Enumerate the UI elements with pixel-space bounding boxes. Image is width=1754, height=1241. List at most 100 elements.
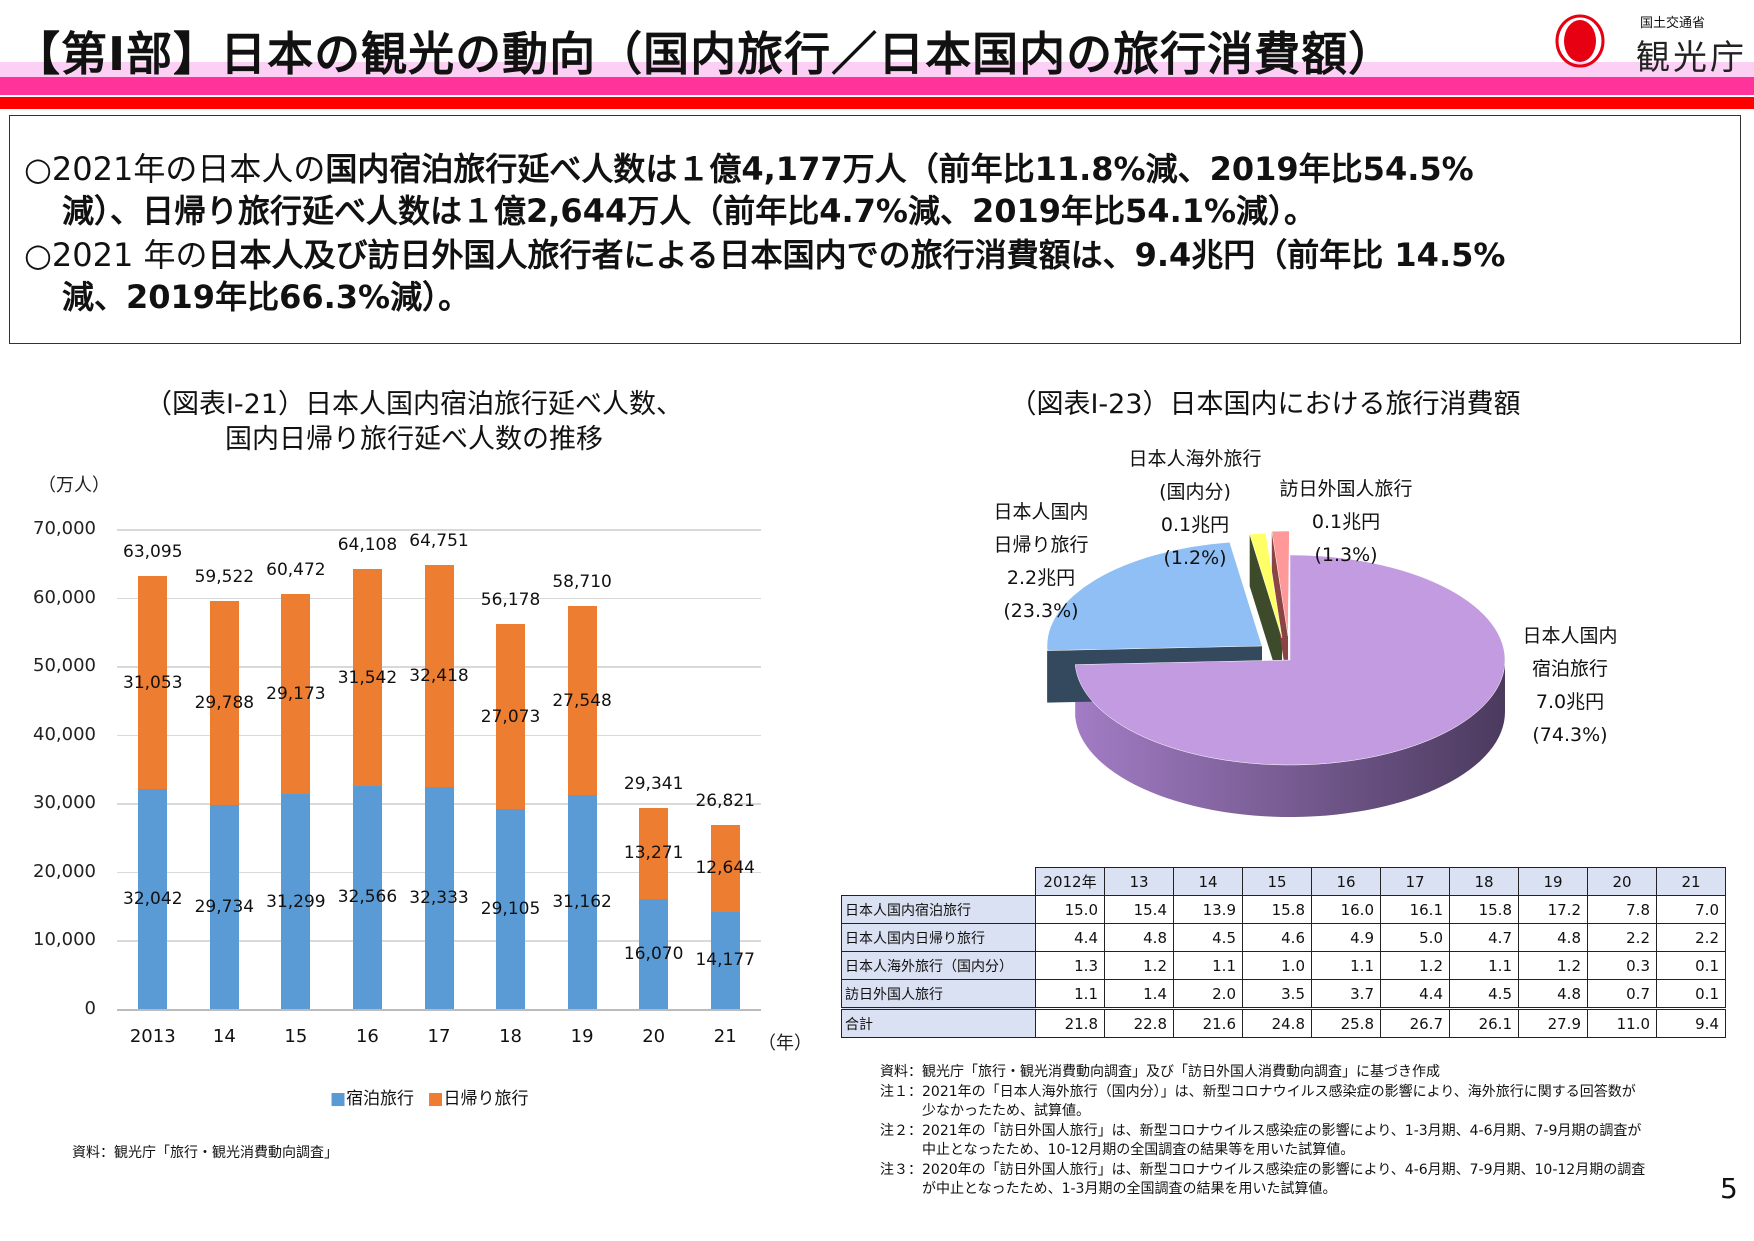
- table-cell: 15.4: [1104, 895, 1174, 924]
- overnight-label: 32,333: [409, 888, 469, 909]
- table-cell: 2.0: [1173, 979, 1243, 1009]
- table-cell: 4.7: [1449, 923, 1519, 952]
- bar-legend: ■宿泊旅行 ■日帰り旅行: [330, 1084, 529, 1109]
- y-tick-label: 30,000: [33, 792, 96, 814]
- x-tick-label: 19: [570, 1026, 594, 1047]
- legend-swatch-overnight: ■: [330, 1089, 347, 1109]
- table-cell: 4.8: [1518, 979, 1588, 1009]
- table-row: 合計 21.8 22.8 21.6 24.8 25.8 26.7 26.1 27.9 11.0 9.…: [841, 1007, 1726, 1038]
- consumption-table: 2012年 13 14 15 16 17 18 19 20 21 日本人国内宿泊旅行 15.0 15.4…: [841, 867, 1726, 1038]
- summary-text-bold: 日本人及び訪日外国人旅行者による日本国内での旅行消費額は、9.4兆円（前年比 1…: [207, 236, 1506, 274]
- header-band-pink: [0, 77, 1754, 95]
- bar-overnight: [209, 805, 239, 1009]
- summary-text: ○2021年の日本人の: [24, 150, 326, 188]
- pie-cut-face: [1271, 531, 1288, 688]
- table-cell: 4.8: [1518, 923, 1588, 952]
- summary-line-3: ○2021 年の日本人及び訪日外国人旅行者による日本国内での旅行消費額は、9.4…: [24, 230, 1505, 276]
- pie-label-line: 2.2兆円: [1006, 567, 1076, 589]
- daytrip-label: 27,548: [552, 690, 612, 711]
- table-header-cell: 13: [1104, 867, 1174, 896]
- table-row-label: 日本人国内日帰り旅行: [841, 923, 1036, 952]
- table-cell: 1.2: [1104, 951, 1174, 980]
- table-row: 日本人海外旅行（国内分） 1.3 1.2 1.1 1.0 1.1 1.2 1.1 1.2 0.3 0…: [841, 951, 1726, 980]
- pie-label-line: 日本人海外旅行: [1128, 448, 1262, 470]
- pie-label: 訪日外国人旅行 0.1兆円 (1.3%): [1279, 473, 1412, 572]
- table-header-cell: 14: [1173, 867, 1243, 896]
- table-header-cell: 19: [1518, 867, 1588, 896]
- overnight-label: 14,177: [695, 950, 755, 971]
- summary-text-bold: 国内宿泊旅行延べ人数は１億4,177万人（前年比11.8%減、2019年比54.…: [325, 150, 1474, 188]
- table-cell: 15.8: [1242, 895, 1312, 924]
- bar-daytrip: [209, 600, 239, 806]
- pie-label: 日本人海外旅行 (国内分) 0.1兆円 (1.2%): [1128, 443, 1261, 575]
- total-label: 29,341: [623, 773, 684, 794]
- table-cell: 5.0: [1380, 923, 1450, 952]
- table-cell: 15.0: [1035, 895, 1105, 924]
- table-cell: 3.5: [1242, 979, 1312, 1009]
- table-cell: 2.2: [1656, 923, 1726, 952]
- table-cell: 15.8: [1449, 895, 1519, 924]
- summary-line-1: ○2021年の日本人の国内宿泊旅行延べ人数は１億4,177万人（前年比11.8%…: [24, 144, 1474, 190]
- overnight-label: 31,162: [552, 892, 612, 913]
- bar-daytrip: [710, 825, 740, 912]
- daytrip-label: 29,173: [266, 684, 326, 705]
- table-cell: 25.8: [1311, 1007, 1381, 1038]
- bar-overnight: [496, 809, 526, 1009]
- pie-label-line: 0.1兆円: [1311, 511, 1381, 533]
- bar-overnight: [567, 795, 597, 1009]
- pie-label-line: 日帰り旅行: [993, 534, 1089, 556]
- bar-overnight: [352, 785, 382, 1009]
- total-label: 58,710: [552, 572, 612, 593]
- table-row: 訪日外国人旅行 1.1 1.4 2.0 3.5 3.7 4.4 4.5 4.8 0.7 0.1: [841, 979, 1726, 1009]
- x-tick-label: 18: [499, 1026, 522, 1047]
- total-label: 56,178: [480, 589, 541, 610]
- x-tick-label: 2013: [129, 1026, 176, 1047]
- table-cell: 1.1: [1173, 951, 1243, 980]
- table-cell: 7.0: [1656, 895, 1726, 924]
- table-cell: 0.1: [1656, 979, 1726, 1009]
- bar-overnight: [424, 787, 454, 1009]
- y-tick-label: 70,000: [33, 518, 96, 539]
- pie-side: [1075, 660, 1505, 818]
- table-corner: [841, 867, 1036, 896]
- note-line: 注１：2021年の「日本人海外旅行（国内分）」は、新型コロナウイルス感染症の影響…: [880, 1083, 1636, 1100]
- logo-agency: 観光庁: [1636, 38, 1747, 78]
- table-cell: 1.3: [1035, 951, 1105, 980]
- pie-slice: [1046, 541, 1263, 651]
- overnight-label: 32,566: [337, 887, 398, 908]
- daytrip-label: 13,271: [623, 843, 684, 864]
- table-cell: 1.4: [1104, 979, 1174, 1009]
- y-tick-label: 0: [84, 998, 96, 1019]
- table-cell: 26.1: [1449, 1007, 1519, 1038]
- x-tick-label: 14: [212, 1026, 236, 1047]
- bar-chart-title-2: 国内日帰り旅行延べ人数の推移: [225, 424, 603, 455]
- table-row: 日本人国内日帰り旅行 4.4 4.8 4.5 4.6 4.9 5.0 4.7 4.8 2.2 2.2: [841, 923, 1726, 952]
- pie-label: 日本人国内 日帰り旅行 2.2兆円 (23.3%): [993, 496, 1088, 628]
- y-tick-label: 60,000: [33, 586, 96, 608]
- table-cell: 16.1: [1380, 895, 1450, 924]
- table-cell: 1.2: [1518, 951, 1588, 980]
- table-row-label: 合計: [841, 1007, 1036, 1038]
- bar-overnight: [281, 794, 311, 1009]
- table-cell: 4.4: [1035, 923, 1105, 952]
- bar-overnight: [639, 898, 669, 1009]
- x-tick-label: 17: [427, 1026, 451, 1047]
- pie-label-line: 0.1兆円: [1160, 514, 1230, 536]
- summary-box: ○2021年の日本人の国内宿泊旅行延べ人数は１億4,177万人（前年比11.8%…: [9, 115, 1741, 344]
- table-cell: 22.8: [1104, 1007, 1174, 1038]
- legend-label-overnight: 宿泊旅行: [346, 1089, 415, 1109]
- pie-label-line: 宿泊旅行: [1531, 658, 1609, 680]
- table-cell: 17.2: [1518, 895, 1588, 924]
- table-cell: 4.8: [1104, 923, 1174, 952]
- bar-overnight: [710, 911, 740, 1009]
- pie-label-line: 訪日外国人旅行: [1279, 478, 1413, 500]
- table-cell: 4.9: [1311, 923, 1381, 952]
- table-cell: 27.9: [1518, 1007, 1588, 1038]
- table-cell: 1.1: [1311, 951, 1381, 980]
- pie-label: 日本人国内 宿泊旅行 7.0兆円 (74.3%): [1522, 620, 1617, 752]
- daytrip-label: 29,788: [194, 692, 255, 713]
- table-cell: 1.2: [1380, 951, 1450, 980]
- summary-line-2: 減）、日帰り旅行延べ人数は１億2,644万人（前年比4.7%減、2019年比54…: [62, 192, 1317, 230]
- total-label: 59,522: [194, 566, 255, 587]
- table-cell: 4.5: [1449, 979, 1519, 1009]
